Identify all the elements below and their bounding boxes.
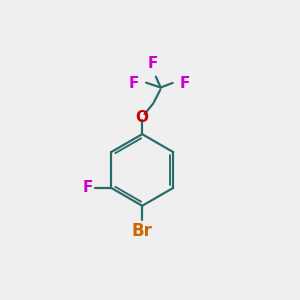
Text: F: F xyxy=(128,76,139,91)
Text: O: O xyxy=(136,110,149,125)
Text: F: F xyxy=(148,56,158,71)
Text: Br: Br xyxy=(132,222,153,240)
Text: F: F xyxy=(82,180,93,195)
Text: F: F xyxy=(180,76,190,91)
